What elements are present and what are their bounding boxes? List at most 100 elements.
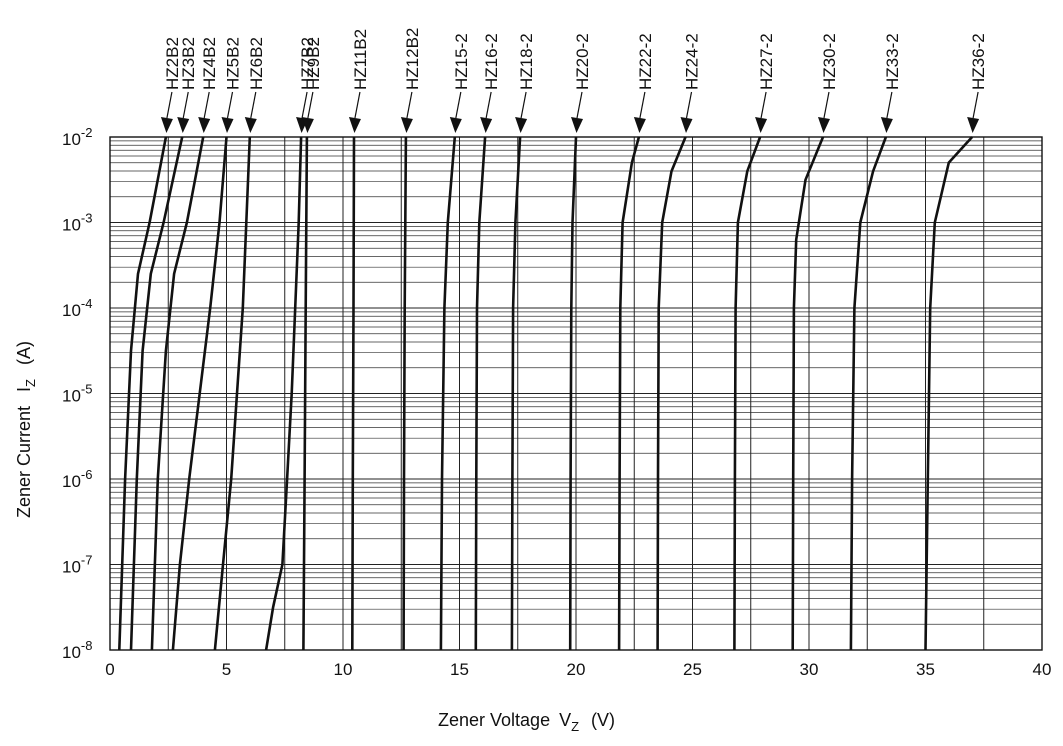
series-label: HZ6B2: [247, 37, 266, 90]
x-tick-label: 20: [567, 660, 586, 679]
series-arrow-head: [244, 117, 257, 133]
curve-hz12b2: [402, 136, 408, 651]
series-arrow-line: [455, 91, 462, 119]
series-label: HZ30-2: [820, 33, 839, 90]
curve-hz2b2: [118, 136, 168, 651]
curve-hz9b2: [302, 136, 309, 651]
series-arrow-head: [880, 117, 893, 133]
curve-hz20-2: [568, 136, 578, 651]
series-arrow-line: [972, 91, 979, 119]
series-arrow-head: [449, 117, 462, 133]
series-label: HZ33-2: [883, 33, 902, 90]
curve-hz6b2: [213, 136, 252, 651]
series-arrow-line: [639, 91, 646, 119]
series-label: HZ20-2: [573, 33, 592, 90]
series-arrow-head: [198, 117, 211, 133]
y-axis-title: Zener CurrentIZ(A): [14, 341, 38, 518]
series-label: HZ4B2: [200, 37, 219, 90]
curve-hz36-2: [924, 136, 974, 651]
y-tick-label: 10-7: [62, 553, 92, 577]
series-arrow-line: [886, 91, 893, 119]
series-arrow-line: [182, 91, 189, 119]
y-tick-label: 10-5: [62, 382, 92, 406]
series-label: HZ11B2: [351, 29, 370, 90]
grid: [110, 137, 1042, 651]
series-arrow-head: [680, 117, 693, 133]
series-label: HZ24-2: [683, 33, 702, 90]
series-arrow-line: [166, 91, 173, 119]
series-arrow-line: [203, 91, 210, 119]
x-tick-label: 25: [683, 660, 702, 679]
series-arrow-head: [480, 117, 493, 133]
series-arrow-head: [515, 117, 528, 133]
curve-hz7b2: [264, 136, 303, 651]
series-label: HZ12B2: [403, 28, 422, 90]
series-arrow-line: [760, 91, 767, 119]
series-arrow-line: [354, 91, 361, 119]
y-tick-label: 10-2: [62, 125, 92, 149]
series-label: HZ22-2: [636, 33, 655, 90]
series-arrow-head: [817, 117, 830, 133]
y-tick-label: 10-8: [62, 638, 92, 662]
y-tick-labels: 10-2 10-3 10-4 10-5 10-6 10-7 10-8: [62, 125, 92, 662]
series-arrow-head: [177, 117, 190, 133]
series-arrow-head: [571, 117, 583, 133]
series-label: HZ7B2: [298, 37, 317, 90]
series-label: HZ3B2: [179, 37, 198, 90]
curve-hz22-2: [617, 136, 641, 651]
curve-hz33-2: [849, 136, 888, 651]
series-arrow-line: [520, 91, 527, 119]
series-arrow-line: [250, 91, 257, 119]
series-label: HZ27-2: [757, 33, 776, 90]
x-tick-label: 35: [916, 660, 935, 679]
x-tick-label: 15: [450, 660, 469, 679]
series-arrow-line: [301, 91, 308, 119]
series-arrow-line: [685, 91, 693, 119]
curve-hz16-2: [474, 136, 487, 651]
x-tick-label: 10: [334, 660, 353, 679]
curve-hz30-2: [791, 136, 825, 651]
curve-hz27-2: [733, 136, 762, 651]
y-tick-label: 10-6: [62, 467, 92, 491]
series-arrow-line: [576, 91, 583, 119]
x-axis-title: Zener Voltage VZ (V): [438, 710, 615, 734]
series-arrow-head: [967, 117, 980, 133]
series-arrow-head: [221, 117, 234, 133]
series-arrow-head: [160, 117, 173, 133]
y-tick-label: 10-3: [62, 211, 92, 235]
series-arrow-head: [755, 117, 768, 133]
curve-hz11b2: [351, 136, 356, 651]
curve-hz15-2: [439, 136, 457, 651]
series-label: HZ5B2: [224, 37, 243, 90]
curve-hz4b2: [150, 136, 205, 651]
curve-hz18-2: [510, 136, 522, 651]
series-label: HZ9B2: [304, 37, 323, 90]
series-label: HZ18-2: [517, 33, 536, 90]
curve-hz5b2: [171, 136, 228, 651]
series-label: HZ36-2: [969, 33, 988, 90]
series-arrow-line: [406, 91, 413, 119]
series-arrow-head: [400, 117, 413, 133]
x-tick-labels: 0 5 10 15 20 25 30 35 40: [105, 660, 1051, 679]
series-arrow-head: [348, 117, 361, 133]
series-arrow-line: [485, 91, 492, 119]
x-tick-label: 40: [1033, 660, 1052, 679]
x-tick-label: 0: [105, 660, 114, 679]
series-arrow-head: [301, 117, 314, 133]
series-arrow-head: [633, 117, 646, 133]
x-tick-label: 30: [800, 660, 819, 679]
x-tick-label: 5: [222, 660, 231, 679]
series-arrow-line: [226, 91, 234, 119]
series-curves: [118, 136, 974, 651]
series-label: HZ16-2: [482, 33, 501, 90]
series-label: HZ2B2: [163, 37, 182, 90]
series-label: HZ15-2: [452, 33, 471, 90]
curve-hz24-2: [656, 136, 687, 651]
curve-hz3b2: [129, 136, 184, 651]
series-arrow-line: [307, 91, 314, 119]
svg-text:Zener CurrentIZ(A): Zener CurrentIZ(A): [14, 341, 38, 518]
y-tick-label: 10-4: [62, 296, 92, 320]
series-arrow-line: [823, 91, 830, 119]
